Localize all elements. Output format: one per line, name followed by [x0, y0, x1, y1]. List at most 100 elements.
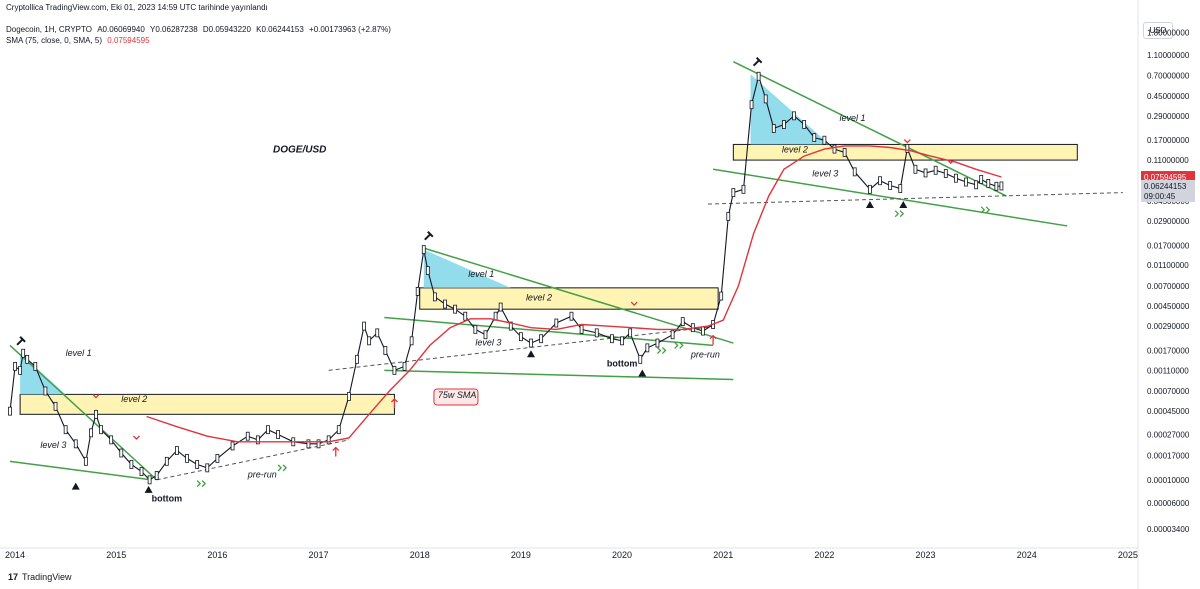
price-candle [99, 425, 103, 435]
price-candle [518, 332, 523, 342]
bottom-marker-icon [144, 485, 153, 493]
arrow-up-icon [709, 334, 717, 345]
price-candle [579, 324, 584, 334]
annotation-label: level 3 [812, 168, 838, 178]
change-value: +0.00173963 (+2.87%) [309, 25, 391, 34]
price-candle [964, 177, 968, 187]
y-tick-label: 0.00027000 [1147, 430, 1190, 439]
price-candle [94, 409, 98, 419]
chevron-down-icon [903, 139, 911, 144]
x-tick-label: 2023 [916, 550, 936, 560]
price-candle [508, 321, 513, 331]
double-chevron-icon [277, 464, 288, 472]
price-candle [763, 94, 768, 104]
price-candle [43, 386, 48, 396]
price-candle [109, 435, 114, 445]
annotation-label: level 1 [840, 113, 866, 123]
arrow-up-icon [390, 398, 398, 409]
price-candle [878, 176, 882, 186]
tradingview-mark-icon: 17 [8, 572, 19, 582]
y-tick-label: 0.01100000 [1147, 261, 1189, 270]
price-candle [701, 326, 705, 336]
open-value: A0.06069940 [97, 25, 145, 34]
zone-level-1-3 [750, 74, 830, 145]
price-candle [421, 245, 426, 254]
price-candle [645, 343, 650, 353]
annotation-label: bottom [607, 358, 638, 368]
bottom-marker-icon [899, 201, 908, 209]
price-candle [771, 124, 776, 133]
price-candle [792, 111, 796, 121]
support-dashed-line [708, 192, 1123, 205]
price-candle [463, 311, 468, 321]
price-candle [266, 425, 270, 435]
x-tick-label: 2018 [410, 550, 430, 560]
price-candle [594, 328, 599, 338]
price-candle [154, 471, 159, 480]
tradingview-brand: TradingView [22, 572, 72, 582]
bottom-marker-icon [638, 369, 647, 377]
y-tick-label: 0.70000000 [1147, 72, 1190, 81]
currency-button[interactable]: USD [1143, 22, 1173, 39]
chart-title: DOGE/USD [273, 144, 326, 155]
price-candle [306, 439, 311, 449]
price-candle [215, 453, 220, 463]
price-candle [923, 168, 928, 178]
zone-level-1-1 [20, 353, 66, 395]
price-candle [898, 184, 903, 193]
y-tick-label: 0.00017000 [1147, 452, 1190, 461]
y-tick-label: 1.80000000 [1147, 28, 1190, 37]
trend-line [423, 247, 734, 344]
price-candle [852, 167, 857, 177]
price-candle [822, 135, 827, 145]
close-value: K0.06244153 [256, 25, 304, 34]
annotation-label: pre-run [247, 470, 277, 480]
price-candle [539, 334, 544, 344]
annotation-label: bottom [152, 494, 183, 504]
price-candle [347, 392, 351, 401]
price-candle [21, 348, 26, 358]
price-candle [782, 120, 786, 129]
price-candle [129, 460, 134, 469]
price-candle [569, 311, 574, 321]
chevron-down-icon [630, 301, 638, 306]
double-chevron-icon [674, 341, 684, 349]
trend-line [733, 60, 1007, 197]
tradingview-logo[interactable]: 17 TradingView [8, 572, 72, 582]
price-candle [25, 354, 30, 364]
annotation-label: 75w SMA [438, 390, 477, 400]
arrow-up-icon [332, 446, 340, 457]
price-candle [473, 324, 478, 334]
symbol-name[interactable]: Dogecoin, 1H, CRYPTO [6, 25, 92, 34]
price-candle [638, 354, 643, 364]
sma-legend: SMA (75, close, 0, SMA, 5) 0.07594595 [6, 36, 150, 45]
y-tick-label: 0.00700000 [1147, 282, 1190, 291]
y-tick-label: 0.00003400 [1147, 525, 1190, 534]
trend-line [9, 460, 152, 481]
sma-label[interactable]: SMA (75, close, 0, SMA, 5) [6, 36, 103, 45]
price-candle [185, 453, 189, 463]
price-candle [443, 299, 447, 309]
sma-line [146, 145, 1002, 443]
x-tick-label: 2015 [106, 550, 126, 560]
annotation-label: level 3 [475, 337, 501, 347]
y-tick-label: 0.00170000 [1147, 346, 1190, 355]
price-candle [367, 336, 372, 346]
y-tick-label: 0.45000000 [1147, 92, 1190, 101]
y-tick-label: 1.10000000 [1147, 51, 1190, 60]
price-candle [812, 133, 817, 143]
price-candle [842, 148, 847, 157]
price-candle [415, 286, 420, 296]
x-tick-label: 2014 [5, 550, 25, 560]
x-tick-label: 2022 [814, 550, 834, 560]
double-chevron-icon [196, 480, 207, 488]
price-candle [620, 336, 624, 346]
price-candle [726, 212, 731, 221]
price-candle [375, 328, 380, 338]
price-candle [905, 144, 910, 153]
annotation-label: level 2 [526, 292, 552, 302]
double-chevron-icon [657, 347, 667, 354]
price-candle [655, 338, 660, 348]
price-candle [554, 318, 559, 328]
